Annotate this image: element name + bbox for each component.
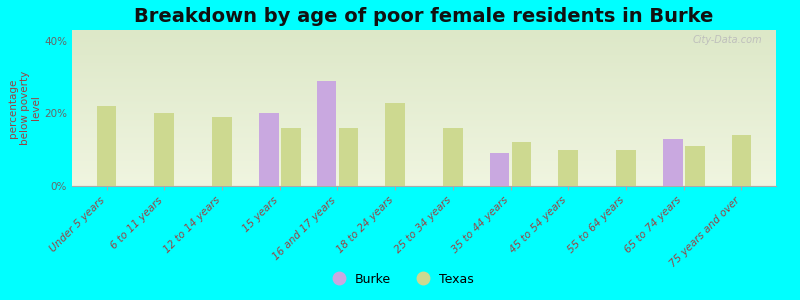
Bar bbox=[512, 142, 531, 186]
Bar bbox=[338, 128, 358, 186]
Bar bbox=[281, 128, 301, 186]
Bar bbox=[443, 128, 462, 186]
Bar bbox=[616, 150, 636, 186]
Text: City-Data.com: City-Data.com bbox=[692, 35, 762, 45]
Bar bbox=[97, 106, 117, 186]
Bar bbox=[490, 153, 510, 186]
Bar bbox=[259, 113, 278, 186]
Bar bbox=[558, 150, 578, 186]
Bar bbox=[386, 103, 405, 186]
Bar bbox=[154, 113, 174, 186]
Bar bbox=[212, 117, 232, 186]
Bar bbox=[317, 81, 336, 186]
Bar bbox=[663, 139, 682, 186]
Bar bbox=[685, 146, 705, 186]
Bar bbox=[731, 135, 751, 186]
Title: Breakdown by age of poor female residents in Burke: Breakdown by age of poor female resident… bbox=[134, 7, 714, 26]
Legend: Burke, Texas: Burke, Texas bbox=[322, 268, 478, 291]
Y-axis label: percentage
below poverty
level: percentage below poverty level bbox=[8, 71, 42, 145]
